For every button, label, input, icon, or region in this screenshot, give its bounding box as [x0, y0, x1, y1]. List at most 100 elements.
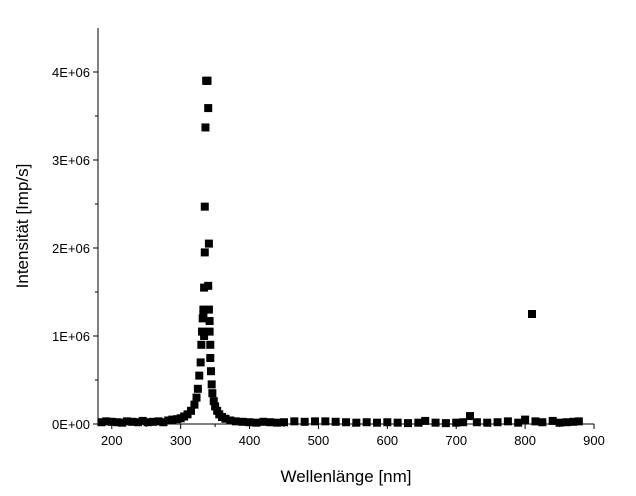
data-point	[205, 327, 214, 336]
data-point	[196, 358, 205, 367]
x-tick-label: 200	[101, 433, 123, 448]
data-point	[362, 418, 371, 427]
data-point	[154, 417, 163, 426]
data-point	[128, 417, 137, 426]
data-point	[200, 283, 209, 292]
data-point	[187, 406, 195, 415]
data-points	[97, 76, 583, 428]
data-point	[204, 239, 213, 248]
data-point	[201, 123, 210, 132]
data-point	[373, 418, 381, 427]
data-point	[300, 417, 309, 426]
data-point	[199, 310, 208, 318]
data-point	[574, 417, 583, 426]
data-point	[331, 417, 340, 426]
data-point	[404, 419, 412, 428]
data-point	[198, 327, 207, 336]
y-tick-label: 4E+06	[52, 65, 90, 80]
x-axis-ticks: 200 300 400 500 600 700 800 900	[101, 424, 605, 448]
x-axis-title: Wellenlänge [nm]	[280, 467, 411, 486]
y-axis-ticks: 0E+00 1E+06 2E+06 3E+06 4E+06	[52, 65, 98, 432]
x-tick-label: 700	[445, 433, 467, 448]
y-tick-label: 1E+06	[52, 329, 90, 344]
data-point	[200, 332, 209, 340]
data-point	[538, 418, 547, 427]
data-point	[466, 412, 474, 421]
data-point	[203, 76, 212, 85]
data-point	[441, 419, 450, 428]
data-point	[204, 281, 213, 290]
data-point	[472, 418, 481, 427]
data-point	[207, 380, 216, 389]
data-point	[205, 317, 214, 326]
data-point	[199, 305, 208, 314]
data-point	[280, 418, 288, 427]
data-point	[321, 417, 330, 426]
data-point	[493, 418, 502, 427]
data-point	[206, 354, 215, 362]
data-point	[503, 417, 512, 426]
data-point	[206, 340, 215, 349]
data-point	[168, 415, 177, 424]
data-point	[118, 418, 127, 427]
data-point	[211, 402, 220, 411]
data-point	[266, 418, 275, 427]
data-point	[206, 367, 215, 376]
y-tick-label: 3E+06	[52, 153, 90, 168]
data-point	[548, 416, 557, 425]
x-tick-label: 600	[376, 433, 398, 448]
data-point	[190, 400, 199, 409]
data-point	[531, 417, 540, 426]
data-point	[569, 417, 578, 426]
data-point	[383, 418, 392, 427]
data-point	[259, 417, 268, 426]
data-point	[221, 414, 230, 423]
x-tick-label: 500	[308, 433, 330, 448]
data-point	[133, 418, 142, 427]
data-point	[204, 104, 213, 113]
data-point	[208, 389, 217, 398]
data-point	[555, 418, 564, 427]
y-axis-title: Intensität [Imp/s]	[13, 164, 32, 289]
data-point	[483, 418, 492, 427]
data-point	[149, 417, 158, 426]
data-point	[252, 418, 261, 427]
data-point	[452, 418, 461, 427]
data-point	[209, 397, 218, 406]
data-point	[102, 417, 111, 426]
data-point	[459, 418, 468, 427]
data-point	[197, 340, 206, 349]
data-point	[393, 418, 402, 427]
data-point	[431, 418, 440, 427]
y-tick-label: 0E+00	[52, 417, 90, 432]
data-point	[195, 371, 204, 380]
y-tick-label: 2E+06	[52, 241, 90, 256]
data-point	[226, 416, 235, 425]
data-point	[122, 417, 131, 426]
data-point	[204, 305, 213, 314]
data-point	[521, 415, 530, 424]
data-point	[193, 384, 202, 393]
data-point	[342, 418, 350, 427]
x-tick-label: 800	[514, 433, 536, 448]
data-point	[143, 418, 152, 427]
data-point	[514, 418, 523, 427]
data-point	[200, 248, 209, 257]
data-point	[562, 418, 571, 427]
data-point	[231, 417, 240, 426]
data-point	[245, 418, 254, 427]
data-point	[528, 310, 536, 318]
data-point	[311, 417, 319, 426]
data-point	[421, 416, 430, 425]
data-point	[113, 418, 122, 427]
data-point	[107, 417, 116, 426]
x-tick-label: 300	[170, 433, 192, 448]
x-tick-label: 900	[583, 433, 605, 448]
data-point	[97, 418, 106, 427]
data-point	[192, 393, 201, 402]
data-point	[290, 417, 299, 426]
x-tick-label: 400	[239, 433, 261, 448]
data-point	[200, 202, 209, 211]
data-point	[414, 418, 423, 427]
